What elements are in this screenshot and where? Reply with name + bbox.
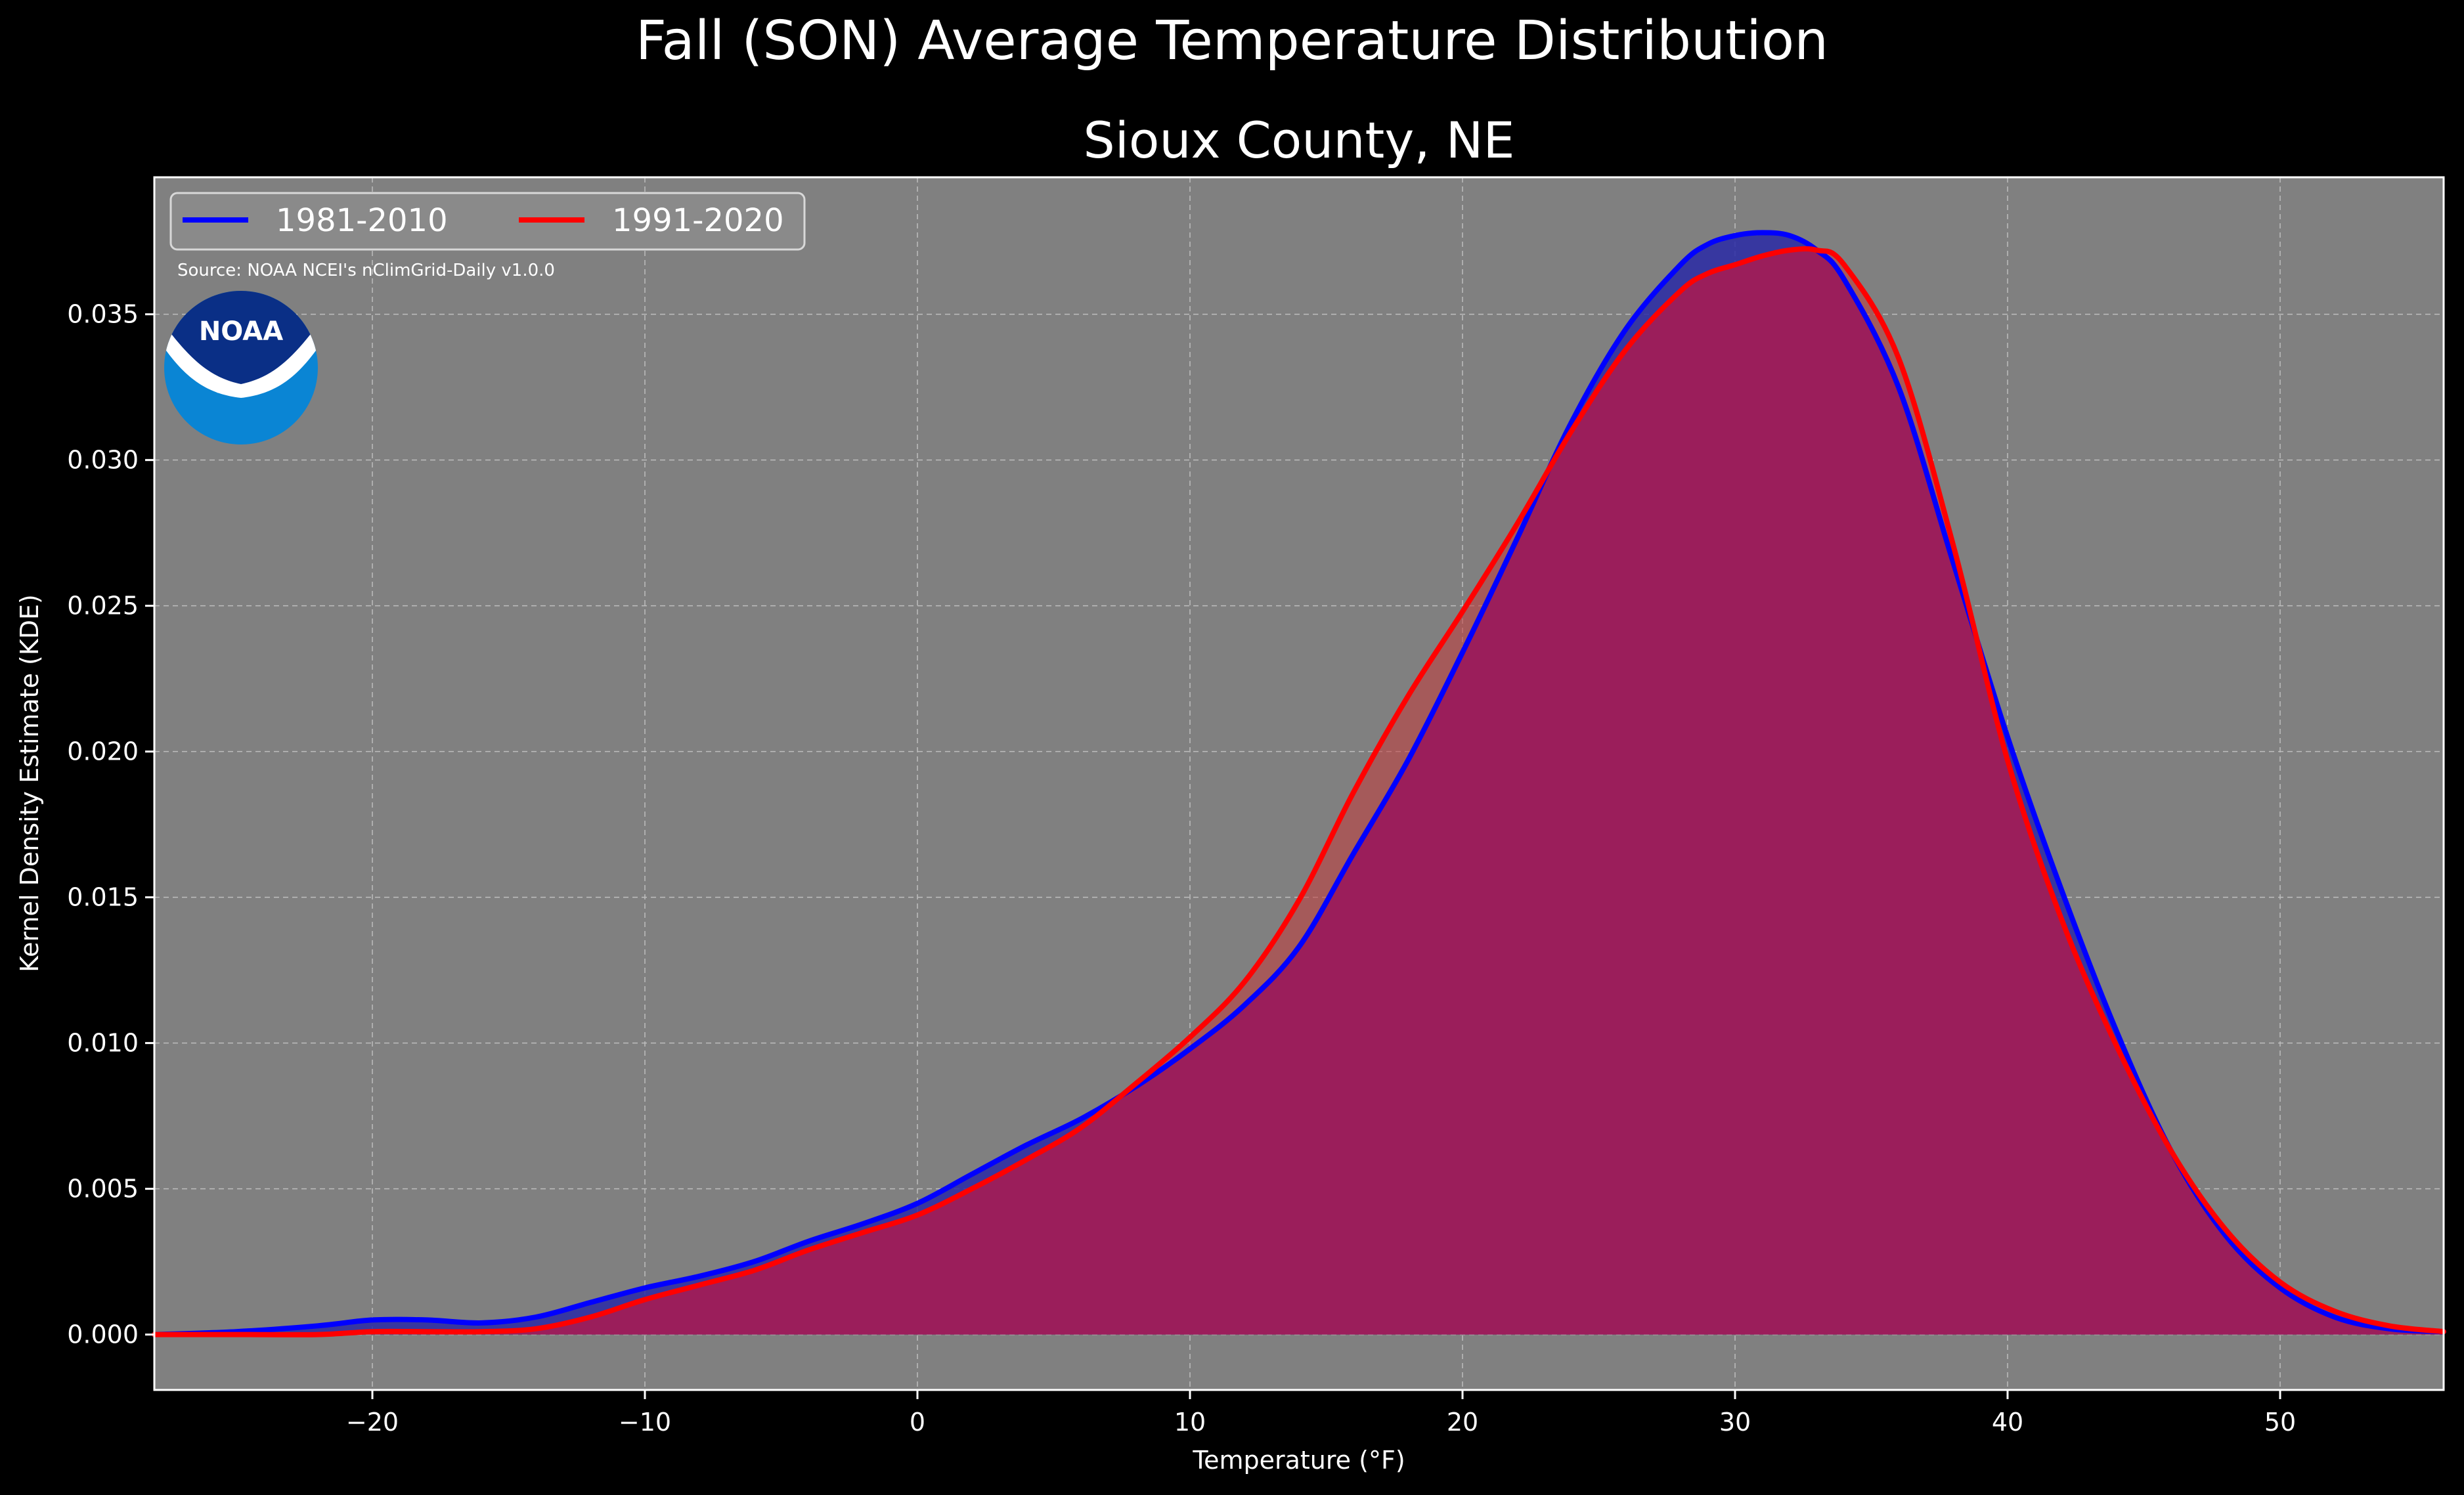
x-tick-label-10: 10 xyxy=(1174,1408,1206,1437)
x-tick-label-10: −10 xyxy=(619,1408,671,1437)
y-tick-label-0-015: 0.015 xyxy=(67,883,139,912)
noaa-logo-upper-field xyxy=(164,291,318,384)
noaa-logo-text: NOAA xyxy=(199,316,283,347)
y-tick-label-0-025: 0.025 xyxy=(67,592,139,620)
chart-suptitle: Fall (SON) Average Temperature Distribut… xyxy=(636,10,1828,72)
legend-label-1981-2010: 1981-2010 xyxy=(276,202,448,239)
x-tick-label-30: 30 xyxy=(1719,1408,1751,1437)
line-1981-2010 xyxy=(152,230,2446,1337)
plot-frame xyxy=(153,176,2445,1391)
y-tick-label-0-035: 0.035 xyxy=(67,300,139,329)
chart-title: Sioux County, NE xyxy=(1083,111,1514,169)
y-tick-label-0-005: 0.005 xyxy=(67,1175,139,1203)
x-axis-ticks: −20 −10 0 10 20 30 40 50 xyxy=(346,1390,2296,1437)
y-axis-label: Kernel Density Estimate (KDE) xyxy=(15,594,44,972)
x-tick-label-0: 0 xyxy=(910,1408,925,1437)
x-tick-label-20: 20 xyxy=(1447,1408,1478,1437)
noaa-logo-seagull-icon xyxy=(164,323,318,398)
legend-box xyxy=(169,192,806,251)
y-tick-label-0-010: 0.010 xyxy=(67,1029,139,1058)
y-axis-ticks: 0.000 0.005 0.010 0.015 0.020 0.025 0.030 0.035 xyxy=(67,300,154,1349)
density-fills xyxy=(154,232,2444,1335)
noaa-logo: NOAA xyxy=(164,291,318,444)
source-annotation: Source: NOAA NCEI's nClimGrid-Daily v1.0… xyxy=(177,261,555,280)
noaa-logo-wing-icon xyxy=(217,379,276,395)
x-tick-label-50: 50 xyxy=(2264,1408,2296,1437)
x-axis-label: Temperature (°F) xyxy=(1192,1446,1405,1475)
legend: 1981-2010 1991-2020 xyxy=(169,192,806,251)
y-tick-label-0-030: 0.030 xyxy=(67,446,139,475)
x-tick-label-40: 40 xyxy=(1992,1408,2023,1437)
legend-label-1991-2020: 1991-2020 xyxy=(612,202,784,239)
y-tick-label-0-020: 0.020 xyxy=(67,737,139,766)
density-lines xyxy=(152,230,2446,1337)
area-fill-overlap xyxy=(154,248,2444,1335)
y-tick-label-0-000: 0.000 xyxy=(67,1320,139,1349)
x-tick-label-20: −20 xyxy=(346,1408,399,1437)
line-1991-2020 xyxy=(152,246,2446,1337)
